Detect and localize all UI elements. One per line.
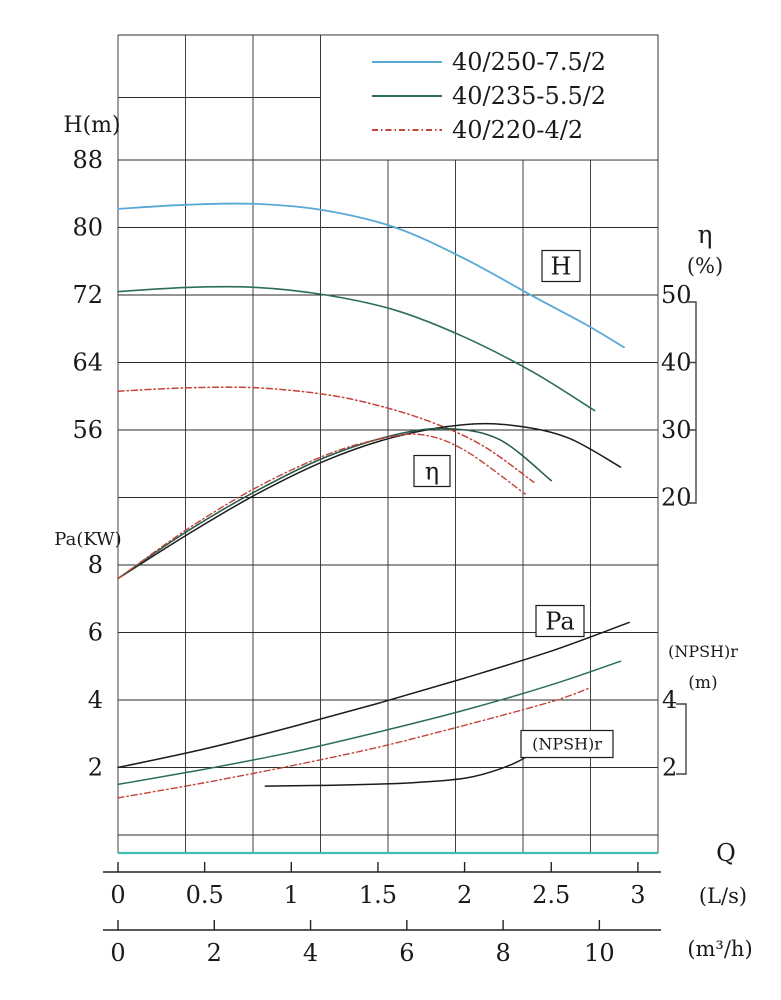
eta-tick-label: 40 (661, 349, 692, 377)
curve-H (117, 285, 596, 412)
curve-eta (117, 433, 526, 580)
npsh-axis-symbol: (NPSH)r (668, 642, 738, 661)
eta-tick-label: 30 (661, 416, 692, 444)
grid (117, 34, 659, 853)
curve-Pa (117, 687, 591, 799)
curve-label-box (413, 454, 451, 488)
curve-H (117, 202, 625, 349)
eta-axis: η (%) 50 40 30 20 (661, 220, 723, 512)
curve-Pa (117, 621, 630, 769)
pa-tick-label: 4 (88, 686, 103, 714)
npsh-scale-bracket (676, 703, 687, 775)
x-tick-label-ls: 0.5 (186, 881, 224, 909)
legend-label: 40/235-5.5/2 (452, 82, 606, 110)
legend-box (320, 34, 659, 161)
x-tick-label-ls: 0 (110, 881, 125, 909)
eta-scale-bracket (686, 301, 697, 504)
legend: 40/250-7.5/2 40/235-5.5/2 40/220-4/2 (320, 34, 659, 161)
curve-label: η (425, 457, 439, 485)
npsh-axis-unit: (m) (688, 673, 717, 693)
x-axis-ls: Q 0 0.5 1 1.5 2 2.5 3 (L/s) (103, 839, 747, 909)
legend-label: 40/220-4/2 (452, 116, 583, 144)
x-tick-label-m3h: 8 (495, 939, 510, 967)
x-tick-label-ls: 3 (630, 881, 645, 909)
curves (117, 202, 630, 799)
eta-tick-label: 50 (661, 281, 692, 309)
legend-label: 40/250-7.5/2 (452, 48, 606, 76)
x-tick-label-ls: 2 (457, 881, 472, 909)
h-tick-label: 72 (72, 281, 103, 309)
curve-H (117, 386, 535, 484)
h-tick-label: 64 (72, 349, 103, 377)
curve-Pa (117, 660, 622, 786)
curve-label: H (551, 252, 572, 280)
x-tick-label-m3h: 6 (399, 939, 414, 967)
pa-tick-label: 6 (88, 619, 103, 647)
pa-axis-title: Pa(KW) (54, 529, 121, 550)
curve-label: (NPSH)r (532, 735, 602, 754)
curve-label: Pa (545, 607, 574, 635)
eta-axis-symbol: η (698, 220, 713, 249)
curve-label-box (520, 729, 614, 759)
curve-label-box (541, 249, 581, 283)
x-axis-ls-unit: (L/s) (699, 884, 747, 908)
npsh-tick-label: 2 (662, 754, 677, 782)
h-axis-title: H(m) (63, 113, 120, 138)
curve-label-box (535, 604, 585, 638)
q-axis-letter: Q (716, 839, 736, 867)
x-axis-m3h: 0 2 4 6 8 10 (m³/h) (103, 920, 753, 967)
curve-eta (117, 427, 553, 580)
x-axis-m3h-unit: (m³/h) (687, 937, 752, 961)
eta-axis-unit: (%) (687, 254, 723, 278)
pa-tick-label: 8 (88, 551, 103, 579)
h-tick-label: 88 (72, 146, 103, 174)
x-tick-label-ls: 2.5 (532, 881, 570, 909)
x-tick-label-m3h: 10 (584, 939, 615, 967)
h-tick-label: 56 (72, 416, 103, 444)
eta-tick-label: 20 (661, 484, 692, 512)
x-tick-label-m3h: 2 (207, 939, 222, 967)
x-tick-label-ls: 1 (284, 881, 299, 909)
curve-eta (117, 422, 622, 580)
npsh-tick-label: 4 (662, 686, 677, 714)
pa-tick-label: 2 (88, 754, 103, 782)
h-tick-label: 80 (72, 214, 103, 242)
curve-label-boxes: Hη Pa (NPSH)r (413, 249, 614, 759)
x-tick-label-ls: 1.5 (359, 881, 397, 909)
npsh-axis: (NPSH)r (m) 4 2 (662, 642, 738, 782)
x-tick-label-m3h: 0 (110, 939, 125, 967)
x-tick-label-m3h: 4 (303, 939, 318, 967)
